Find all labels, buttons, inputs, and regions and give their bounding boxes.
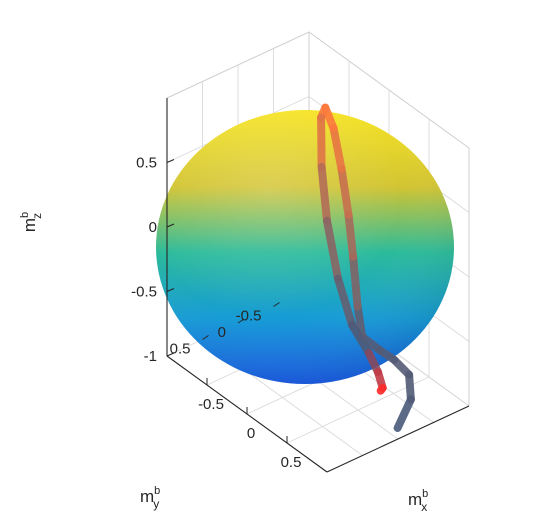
y-axis-line — [326, 405, 470, 473]
z-tick-label: -0.5 — [131, 284, 157, 301]
trajectory-segment — [405, 370, 415, 404]
z-tick — [166, 223, 175, 228]
y-tick — [273, 302, 280, 307]
x-tick-label: 0 — [247, 425, 255, 442]
y-tick-label: -0.5 — [236, 308, 262, 325]
trajectory-segment — [349, 252, 362, 311]
sphere-surface — [156, 110, 454, 384]
z-axis-label: mbz — [19, 212, 44, 232]
trajectory-segment — [329, 124, 346, 173]
trajectory-segment — [376, 383, 387, 395]
trajectory-segment — [323, 216, 342, 283]
z-tick-label: 0 — [149, 219, 157, 236]
z-tick — [166, 288, 175, 292]
trajectory-segment — [317, 162, 331, 225]
trajectory — [317, 103, 415, 432]
side-wall-edge — [308, 31, 470, 406]
x-tick-label: 0.5 — [281, 454, 302, 471]
trajectory-segment — [344, 210, 358, 261]
y-tick-label: 0.5 — [170, 341, 191, 358]
trajectory-segment — [348, 321, 373, 358]
z-tick — [166, 352, 175, 357]
trajectory-segment — [337, 164, 353, 219]
trajectory-segment — [393, 395, 415, 432]
y-axis-label: mb y — [140, 485, 160, 511]
x-axis-label: mb x — [408, 488, 428, 514]
x-tick-label: -0.5 — [198, 396, 224, 413]
y-tick — [202, 335, 209, 340]
tick-labels: -1 -0.5 0 0.5 -0.5 0 0.5 -0.5 0 0.5 — [131, 155, 301, 472]
y-tick — [237, 318, 245, 324]
trajectory-segment — [317, 113, 326, 171]
axes — [166, 98, 470, 473]
z-tick-label: -1 — [144, 348, 157, 365]
trajectory-segment — [353, 302, 367, 341]
z-tick — [166, 159, 175, 163]
sphere-shading — [156, 110, 454, 384]
z-tick-label: 0.5 — [136, 155, 157, 172]
y-tick-label: 0 — [218, 324, 226, 341]
trajectory-segment — [334, 274, 357, 330]
